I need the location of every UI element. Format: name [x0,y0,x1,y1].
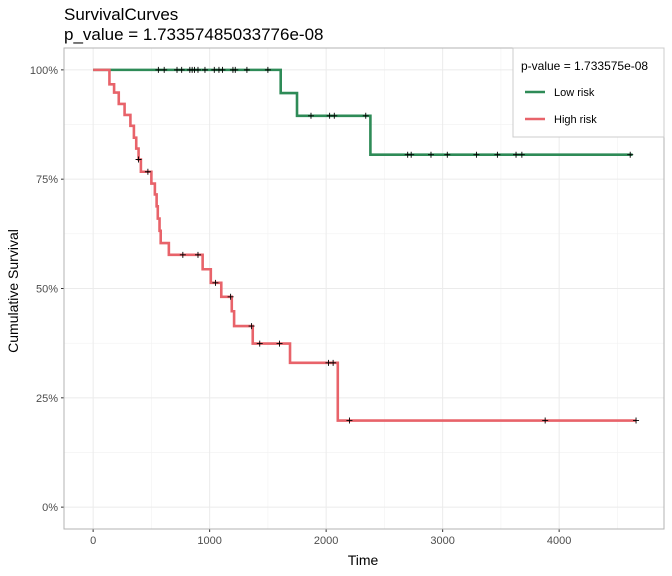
x-tick-label: 1000 [197,535,221,547]
censor-mark-high-risk [194,251,201,258]
y-tick-label: 75% [36,174,58,186]
censor-mark-low-risk [331,112,338,119]
x-tick-label: 0 [90,535,96,547]
censor-mark-high-risk [212,279,219,286]
censor-mark-high-risk [248,323,255,330]
legend-title: p-value = 1.733575e-08 [521,59,648,73]
censor-mark-high-risk [179,251,186,258]
censor-mark-low-risk [627,151,634,158]
chart-title: SurvivalCurves [64,5,178,24]
censor-mark-low-risk [155,66,162,73]
plot-area: 0 1000 2000 3000 4000 0% 25% 50% 75% 100% [30,47,665,547]
censor-mark-low-risk [161,66,168,73]
survival-curve-low-risk [93,68,633,156]
censor-mark-high-risk [542,417,549,424]
censor-mark-high-risk [135,156,142,163]
censor-mark-high-risk [256,340,263,347]
censor-mark-low-risk [194,66,201,73]
y-tick-label: 50% [36,284,58,296]
legend: p-value = 1.733575e-08 Low risk High ris… [512,47,665,138]
y-tick-label: 25% [36,393,58,405]
censor-mark-low-risk [201,66,208,73]
x-tick-label: 3000 [430,535,454,547]
censor-mark-low-risk [473,151,480,158]
x-tick-label: 2000 [314,535,338,547]
censor-mark-high-risk [346,417,353,424]
censor-mark-low-risk [362,112,369,119]
x-tick-label: 4000 [547,535,571,547]
censor-mark-low-risk [444,151,451,158]
y-axis-title: Cumulative Survival [5,229,21,353]
censor-mark-low-risk [232,66,239,73]
censor-mark-low-risk [219,66,226,73]
chart-subtitle: p_value = 1.73357485033776e-08 [64,25,324,44]
x-axis-title: Time [348,552,379,568]
censor-mark-high-risk [276,340,283,347]
censor-mark-high-risk [144,168,151,175]
survival-curve-high-risk [93,68,637,422]
y-tick-label: 100% [30,65,58,77]
censor-mark-low-risk [513,151,520,158]
legend-label-high-risk: High risk [554,114,597,126]
censor-mark-high-risk [633,417,640,424]
censor-mark-low-risk [518,151,525,158]
censor-mark-low-risk [264,66,271,73]
censor-mark-high-risk [227,293,234,300]
censor-mark-low-risk [178,66,185,73]
censor-mark-low-risk [427,151,434,158]
legend-label-low-risk: Low risk [554,87,595,99]
y-tick-label: 0% [42,502,58,514]
censor-mark-low-risk [243,66,250,73]
censor-mark-low-risk [307,112,314,119]
censor-mark-low-risk [408,151,415,158]
censor-mark-low-risk [494,151,501,158]
censor-mark-high-risk [330,359,337,366]
panel-border [63,47,665,530]
